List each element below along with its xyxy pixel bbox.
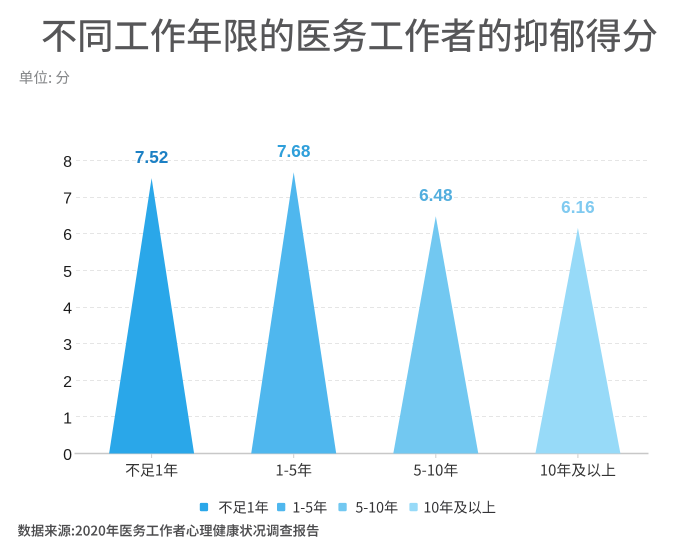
svg-text:6: 6 <box>63 227 72 244</box>
svg-text:7.68: 7.68 <box>277 141 311 161</box>
svg-text:1: 1 <box>63 410 72 427</box>
svg-text:6.48: 6.48 <box>419 185 453 205</box>
svg-text:7: 7 <box>63 191 72 208</box>
svg-text:8: 8 <box>63 154 72 171</box>
svg-text:2: 2 <box>63 374 72 391</box>
svg-text:3: 3 <box>63 337 72 354</box>
svg-text:5: 5 <box>63 264 72 281</box>
svg-text:4: 4 <box>63 301 72 318</box>
svg-text:7.52: 7.52 <box>135 147 168 167</box>
svg-text:0: 0 <box>63 447 72 464</box>
svg-text:6.16: 6.16 <box>561 197 594 217</box>
